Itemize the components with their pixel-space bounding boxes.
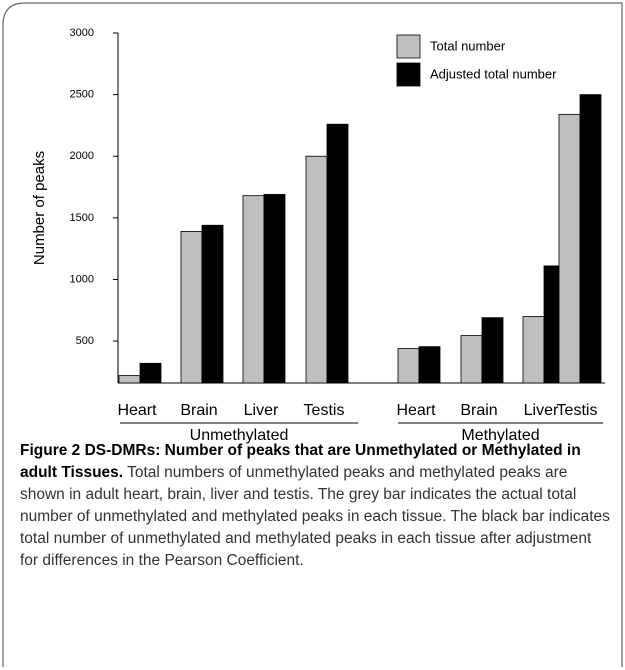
caption-title: Figure 2 DS-DMRs: Number of peaks that a… [20, 442, 581, 481]
bar [242, 195, 265, 384]
y-tick-label: 3000 [70, 27, 94, 39]
bar [201, 224, 224, 384]
y-tick-label: 1000 [70, 273, 94, 285]
group-label: Methylated [461, 427, 539, 444]
x-tick-label: Heart [396, 402, 436, 419]
bar [139, 362, 162, 384]
caption: Figure 2 DS-DMRs: Number of peaks that a… [20, 440, 612, 572]
bar [558, 113, 581, 384]
x-tick-label: Liver [244, 402, 279, 419]
bar [418, 346, 441, 384]
y-axis-label: Number of peaks [31, 151, 48, 265]
y-tick-label: 2500 [70, 89, 94, 101]
bar [180, 231, 203, 384]
y-tick-label: 500 [76, 335, 94, 347]
legend-swatch [396, 34, 421, 59]
group-label: Unmethylated [190, 427, 289, 444]
bar [460, 335, 483, 384]
bar [579, 94, 602, 384]
bar [118, 375, 141, 384]
x-tick-label: Brain [180, 402, 217, 419]
bar [263, 194, 286, 384]
x-tick-label: Brain [460, 402, 497, 419]
bar [522, 316, 545, 384]
caption-text: Total numbers of unmethylated peaks and … [20, 464, 610, 569]
x-tick-label: Heart [117, 402, 157, 419]
legend-label: Adjusted total number [430, 66, 557, 81]
y-tick-label: 2000 [70, 150, 94, 162]
bar [305, 155, 328, 384]
bar [481, 317, 504, 384]
legend-swatch [396, 62, 421, 87]
bar [397, 348, 420, 384]
x-tick-label: Testis [304, 402, 345, 419]
x-tick-label: Liver [524, 402, 559, 419]
x-tick-label: Testis [557, 402, 598, 419]
legend-label: Total number [430, 38, 506, 53]
bar [326, 123, 349, 384]
y-tick-label: 1500 [70, 212, 94, 224]
